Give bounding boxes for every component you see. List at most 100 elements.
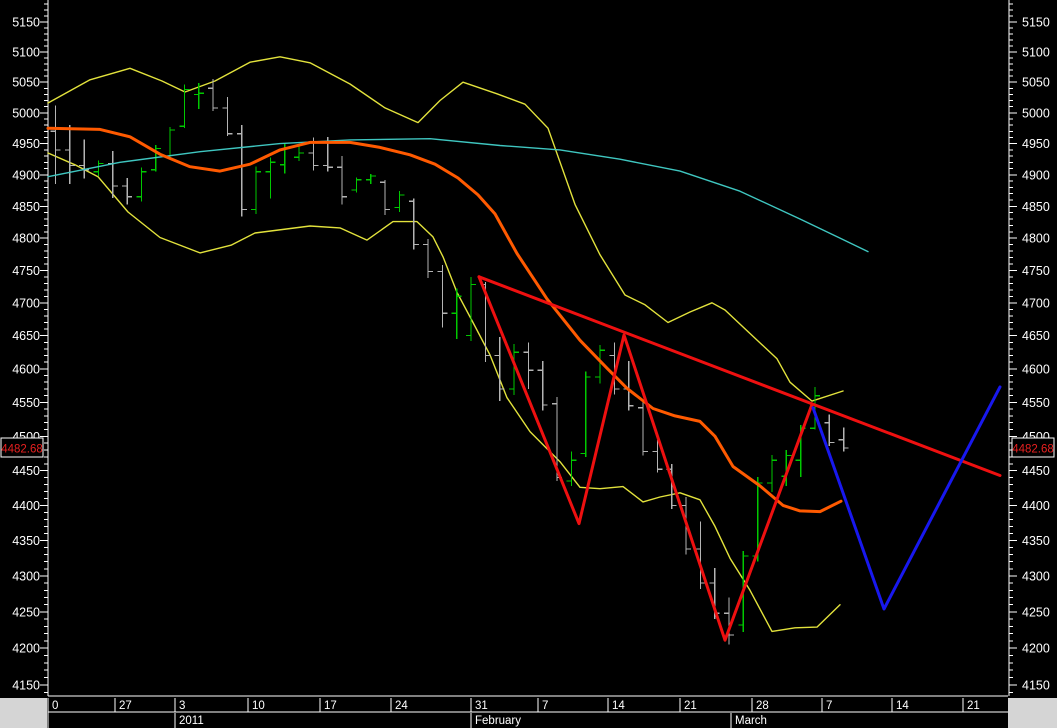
- ohlc-bar-down: [437, 265, 448, 328]
- ohlc-bar-up: [179, 84, 190, 129]
- ohlc-bar-up: [251, 166, 262, 214]
- ohlc-bar-up: [566, 451, 577, 486]
- price-tick-label: 4950: [12, 137, 40, 151]
- price-tick-label: 4600: [1022, 362, 1050, 376]
- ohlc-bar-down: [50, 105, 61, 185]
- week-tick-label: 31: [475, 700, 488, 712]
- price-tick-label: 4750: [12, 264, 40, 278]
- ohlc-bar-down: [638, 401, 649, 456]
- ohlc-bar-down: [724, 597, 735, 645]
- week-tick-label: 0: [52, 700, 58, 712]
- ohlc-bar-up: [509, 344, 520, 395]
- price-tick-label: 5000: [12, 106, 40, 120]
- ohlc-bar-down: [222, 96, 233, 137]
- price-marker-value: 4482.68: [1, 444, 43, 456]
- price-marker-box: [1011, 437, 1055, 458]
- price-tick-label: 4650: [12, 329, 40, 343]
- week-tick-label: 24: [395, 700, 408, 712]
- price-tick-label: 5150: [1022, 16, 1050, 30]
- ohlc-bar-up: [351, 177, 362, 193]
- price-tick-label: 5000: [1022, 106, 1050, 120]
- ohlc-bars: [50, 79, 849, 645]
- ohlc-bar-down: [208, 79, 219, 111]
- price-tick-label: 5100: [1022, 45, 1050, 59]
- ohlc-bar-down: [380, 179, 391, 216]
- price-axis-right[interactable]: 5150 5100 5050 5000 4950 4900 4850 4800 4750 4700…: [1008, 0, 1050, 696]
- blue-zigzag[interactable]: [811, 385, 1002, 611]
- price-tick-label: 4300: [12, 569, 40, 583]
- price-tick-label: 4900: [1022, 168, 1050, 182]
- price-axis-left[interactable]: 5150 5100 5050 5000 4950 4900 4850 4800 4750 4700…: [12, 0, 49, 696]
- axis-corner-box-right: [1008, 698, 1057, 728]
- ohlc-bar-down: [64, 125, 75, 185]
- price-tick-label: 4900: [12, 168, 40, 182]
- ohlc-bar-up: [193, 82, 204, 110]
- ohlc-bar-down: [523, 342, 534, 389]
- price-tick-label: 4850: [1022, 200, 1050, 214]
- price-tick-label: 4600: [12, 362, 40, 376]
- price-tick-label: 4550: [12, 396, 40, 410]
- price-tick-label: 4200: [1022, 642, 1050, 656]
- price-tick-label: 4200: [12, 642, 40, 656]
- ohlc-bar-down: [838, 427, 849, 452]
- ohlc-bar-down: [337, 156, 348, 205]
- week-tick-label: 21: [684, 700, 697, 712]
- ohlc-bar-down: [824, 414, 835, 446]
- price-tick-label: 5050: [1022, 76, 1050, 90]
- price-tick-label: 4550: [1022, 396, 1050, 410]
- ohlc-bar-up: [394, 191, 405, 213]
- ohlc-bar-up: [265, 157, 276, 199]
- price-tick-label: 5100: [12, 45, 40, 59]
- time-axis[interactable]: 0 27 3 10 17 24 31 7 14 21 28 7 14 21 2011 February Marc…: [47, 695, 1008, 728]
- price-tick-label: 4850: [12, 200, 40, 214]
- week-tick-label: 10: [252, 700, 265, 712]
- price-tick-label: 4150: [12, 679, 40, 693]
- ohlc-bar-down: [609, 342, 620, 395]
- ohlc-bar-up: [93, 160, 104, 177]
- ohlc-bar-down: [236, 125, 247, 217]
- week-tick-label: 17: [324, 700, 337, 712]
- week-tick-label: 3: [179, 700, 185, 712]
- price-tick-label: 4750: [1022, 264, 1050, 278]
- ohlc-bar-down: [423, 238, 434, 279]
- red-zigzag[interactable]: [477, 275, 814, 642]
- price-tick-label: 4250: [12, 605, 40, 619]
- ma-medium-orange: [46, 126, 843, 514]
- ohlc-bar-up: [466, 276, 477, 341]
- price-tick-label: 4450: [12, 464, 40, 478]
- ohlc-bar-up: [580, 371, 591, 457]
- price-tick-label: 4800: [12, 232, 40, 246]
- ohlc-bar-up: [294, 146, 305, 162]
- last-price-marker-right: 4482.68: [1011, 437, 1055, 458]
- price-tick-label: 5050: [12, 76, 40, 90]
- price-tick-label: 4800: [1022, 232, 1050, 246]
- ohlc-bar-up: [365, 174, 376, 185]
- month-label: February: [475, 715, 521, 727]
- price-tick-label: 4400: [12, 499, 40, 513]
- downtrend-line[interactable]: [477, 275, 1002, 477]
- price-tick-label: 5150: [12, 16, 40, 30]
- price-tick-label: 4700: [1022, 296, 1050, 310]
- axis-corner-box-left: [0, 698, 47, 728]
- price-marker-value: 4482.68: [1012, 444, 1054, 456]
- price-tick-label: 4450: [1022, 464, 1050, 478]
- month-label: 2011: [179, 715, 204, 727]
- ohlc-bar-down: [494, 336, 505, 402]
- ohlc-bar-down: [122, 177, 133, 205]
- week-tick-label: 27: [119, 700, 132, 712]
- ma-long-cyan: [47, 138, 869, 253]
- price-tick-label: 4700: [12, 296, 40, 310]
- week-tick-label: 14: [896, 700, 909, 712]
- bollinger-upper: [47, 56, 844, 402]
- ohlc-bar-up: [595, 344, 606, 384]
- week-tick-label: 21: [967, 700, 980, 712]
- week-tick-label: 7: [826, 700, 832, 712]
- ohlc-bar-up: [767, 454, 777, 493]
- ohlc-bar-down: [652, 439, 663, 473]
- ohlc-bar-up: [451, 288, 462, 339]
- ohlc-bar-down: [537, 360, 548, 411]
- week-tick-label: 14: [612, 700, 625, 712]
- last-price-marker-left: 4482.68: [0, 437, 44, 458]
